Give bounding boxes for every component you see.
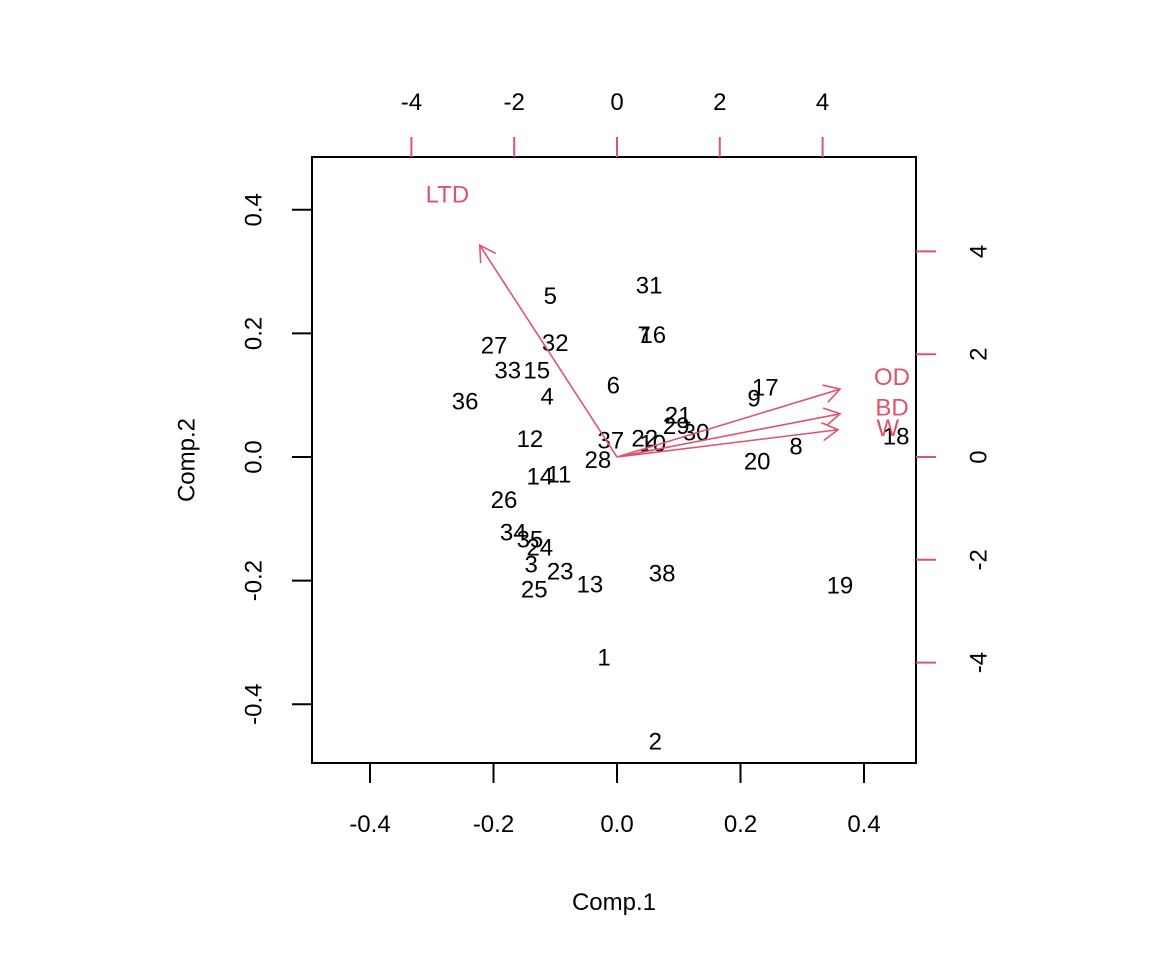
loading-arrow (479, 244, 618, 458)
loading-label: BD (875, 395, 908, 422)
observation-label: 7 (637, 322, 650, 349)
observation-label: 36 (452, 388, 479, 415)
x-tick-label: 0.4 (847, 811, 880, 838)
observation-label: 3 (524, 552, 537, 579)
observation-label: 21 (665, 403, 692, 430)
observation-label: 14 (526, 463, 553, 490)
y-axis-left: -0.4 -0.2 0.0 0.2 0.4 (240, 193, 312, 725)
observation-label: 11 (546, 461, 571, 488)
observation-label: 25 (521, 576, 548, 603)
loading-label: OD (874, 364, 910, 391)
x-axis-bottom: -0.4 -0.2 0.0 0.2 0.4 (349, 763, 881, 838)
y-axis-label: Comp.2 (173, 418, 200, 502)
observation-label: 34 (500, 520, 527, 547)
arrowhead-icon (822, 407, 842, 427)
right-tick-label: 2 (965, 348, 992, 361)
y-tick-label: 0.2 (240, 317, 267, 350)
loading-arrow (616, 428, 839, 458)
observation-label: 35 (517, 526, 544, 553)
observation-label: 5 (544, 283, 557, 310)
observation-label: 15 (523, 358, 550, 385)
observation-label: 37 (597, 427, 624, 454)
observation-label: 9 (747, 385, 760, 412)
y-tick-label: -0.4 (240, 684, 267, 725)
y-tick-label: 0.0 (240, 440, 267, 473)
observation-label: 32 (542, 330, 569, 357)
observation-label: 2 (649, 728, 662, 755)
y-tick-label: -0.2 (240, 560, 267, 601)
observation-labels: 1234567891011121314151617181920212223242… (452, 272, 910, 755)
observation-label: 28 (585, 447, 612, 474)
observation-label: 33 (494, 358, 521, 385)
loading-arrow (616, 413, 841, 458)
top-tick-label: 2 (713, 89, 726, 116)
observation-label: 19 (827, 573, 854, 600)
observation-label: 26 (491, 487, 518, 514)
top-tick-label: -2 (504, 89, 525, 116)
x-axis-top-loadings: -4 -2 0 2 4 (401, 89, 829, 157)
top-tick-label: -4 (401, 89, 422, 116)
x-tick-label: 0.0 (600, 811, 633, 838)
loading-arrows: LTD OD BDW (426, 181, 910, 458)
observation-label: 31 (636, 272, 663, 299)
loading-arrow (616, 388, 841, 458)
arrowhead-icon (822, 384, 842, 403)
arrowhead-icon (478, 243, 497, 264)
x-tick-label: -0.2 (473, 811, 514, 838)
observation-label: 16 (639, 322, 666, 349)
observation-label: 20 (744, 448, 771, 475)
observation-label: 24 (526, 534, 553, 561)
y-tick-label: 0.4 (240, 193, 267, 226)
loading-label: LTD (426, 181, 470, 208)
arrowhead-icon (821, 421, 840, 442)
observation-label: 23 (547, 558, 574, 585)
observation-label: 1 (597, 644, 610, 671)
top-tick-label: 4 (816, 89, 829, 116)
observation-label: 13 (576, 571, 603, 598)
observation-label: 12 (517, 426, 544, 453)
loading-label: W (877, 415, 900, 442)
right-tick-label: 0 (965, 450, 992, 463)
observation-label: 27 (481, 332, 508, 359)
observation-label: 6 (607, 372, 620, 399)
observation-label: 4 (541, 384, 554, 411)
observation-label: 17 (752, 374, 779, 401)
observation-label: 18 (883, 424, 910, 451)
x-tick-label: 0.2 (724, 811, 757, 838)
right-tick-label: 4 (965, 245, 992, 258)
right-tick-label: -2 (965, 549, 992, 570)
right-tick-label: -4 (965, 652, 992, 673)
top-tick-label: 0 (610, 89, 623, 116)
observation-label: 8 (789, 434, 802, 461)
plot-frame (311, 156, 917, 764)
observation-label: 38 (649, 560, 676, 587)
y-axis-right-loadings: -4 -2 0 2 4 (916, 245, 992, 673)
x-axis-label: Comp.1 (572, 889, 656, 916)
x-tick-label: -0.4 (349, 811, 390, 838)
